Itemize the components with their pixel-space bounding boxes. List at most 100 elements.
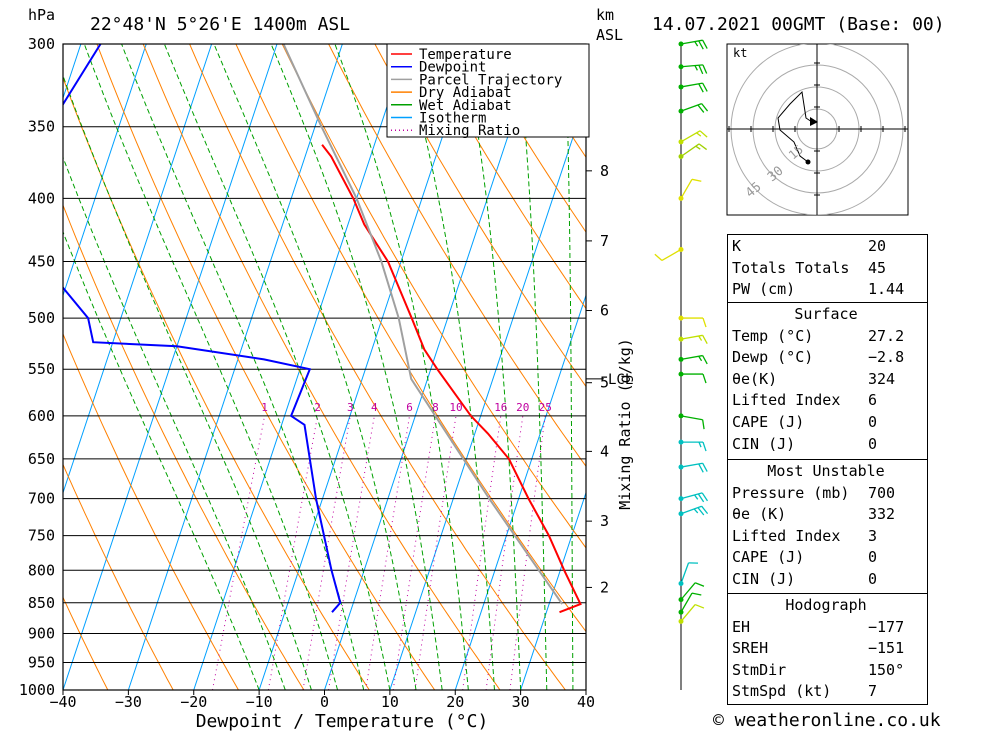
dry-adiabat-line	[374, 44, 586, 388]
legend-label: Parcel Trajectory	[419, 72, 562, 88]
height-tick-label: 6	[600, 302, 609, 320]
wind-barb-dot	[678, 139, 684, 145]
mixing-ratio-line	[302, 415, 351, 690]
mixing-ratio-line	[365, 415, 410, 690]
x-tick-label: 10	[381, 693, 399, 711]
most-unstable-title: Most Unstable	[767, 462, 885, 480]
wind-barb-shaft	[680, 604, 696, 622]
wind-barb-shaft	[680, 178, 693, 199]
wind-barb-flag	[698, 83, 704, 93]
height-tick-label: 8	[600, 162, 609, 180]
pressure-lines	[63, 44, 586, 690]
isotherm-line	[258, 44, 474, 690]
legend-label: Isotherm	[419, 111, 486, 127]
most-unstable-row: CIN (J) 0	[732, 569, 878, 588]
wind-barb-dot	[678, 581, 684, 587]
surface-row: Lifted Index 6	[732, 391, 878, 410]
pressure-tick-label: 1000	[19, 681, 55, 699]
pressure-tick-label: 550	[28, 360, 55, 378]
wind-barb-flag	[701, 505, 709, 515]
dry-adiabat-line	[63, 76, 370, 690]
wind-barb	[678, 413, 705, 430]
wind-barb-flag	[698, 463, 704, 473]
hodograph-unit: kt	[733, 46, 747, 60]
hodograph-stats-row: StmDir 150°	[732, 660, 905, 679]
wind-barb-shaft	[661, 248, 682, 262]
wind-barb	[678, 130, 708, 145]
height-tick-label: 7	[600, 232, 609, 250]
surface-row: CAPE (J) 0	[732, 412, 878, 431]
height-tick-label: 4	[600, 442, 609, 460]
wind-barb-flag	[697, 493, 705, 503]
index-row-totals: Totals Totals 45	[732, 258, 887, 277]
pressure-tick-label: 950	[28, 653, 55, 671]
x-tick-label: −30	[115, 693, 142, 711]
wind-barb-flag	[691, 178, 702, 182]
pressure-tick-label: 750	[28, 527, 55, 545]
height-tick-label: 2	[600, 578, 609, 596]
hodograph-stats-row: StmSpd (kt) 7	[732, 682, 878, 701]
wind-barb-flag	[694, 582, 705, 587]
wind-barb-flag	[702, 82, 708, 92]
wet-adiabat-line	[163, 44, 391, 690]
wind-barb-flag	[697, 104, 705, 113]
wind-barb-shaft	[680, 415, 703, 421]
wind-barbs	[654, 39, 709, 624]
wind-barb-flag	[702, 462, 708, 472]
legend-label: Wet Adiabat	[419, 98, 512, 114]
plot-frame	[62, 43, 587, 691]
wind-barb	[678, 82, 708, 93]
wind-barb	[678, 492, 709, 503]
mixing-ratio-label: 2	[314, 401, 321, 414]
wind-barb	[678, 582, 705, 603]
wind-barb	[678, 315, 707, 328]
height-tick-label: 5	[600, 374, 609, 392]
mixing-ratio-label: 1	[261, 401, 268, 414]
dry-adiabat-line	[978, 44, 1000, 690]
wind-barb-shaft	[680, 582, 696, 601]
hodograph-stats-box: Hodograph EH −177 SREH −151 StmDir 150° Stm…	[727, 593, 928, 705]
wind-barb-flag	[702, 419, 705, 430]
temperature-axis-labels: −40 −30 −20 −10 0 10 20 30 40	[49, 690, 595, 711]
wind-barb	[678, 39, 708, 50]
wet-adiabat-line	[400, 44, 495, 690]
wind-barb-flag	[702, 64, 708, 74]
wind-barb-flag	[702, 441, 707, 452]
dry-adiabat-line	[142, 44, 501, 690]
pressure-unit-label: hPa	[28, 6, 55, 24]
index-row-k: K 20	[732, 237, 887, 255]
pressure-tick-label: 500	[28, 309, 55, 327]
hodograph-trace	[777, 90, 813, 163]
wind-barb-dot	[678, 356, 684, 362]
wind-barb-flag	[697, 507, 705, 516]
dry-adiabat-line	[63, 596, 109, 690]
height-unit-km: km	[596, 6, 614, 24]
skewt-plot-area	[63, 44, 1000, 690]
dry-adiabat-line	[328, 44, 586, 468]
pressure-tick-label: 300	[28, 35, 55, 53]
wind-barb	[678, 143, 708, 160]
legend-label: Dry Adiabat	[419, 85, 512, 101]
wind-barb-dot	[678, 315, 684, 321]
most-unstable-row: CAPE (J) 0	[732, 548, 878, 567]
wind-barb	[678, 103, 709, 114]
dry-adiabat-line	[63, 463, 174, 690]
pressure-tick-label: 650	[28, 450, 55, 468]
profile-series	[63, 44, 582, 614]
wind-barb-dot	[678, 246, 684, 252]
wind-barb-dot	[678, 496, 684, 502]
pressure-tick-label: 450	[28, 253, 55, 271]
isotherm-lines	[63, 44, 586, 690]
x-tick-label: −40	[49, 693, 76, 711]
wind-barb-flag	[701, 103, 709, 112]
isotherm-line	[520, 491, 586, 690]
hodograph-stats-row: SREH −151	[732, 639, 905, 658]
wet-adiabat-line	[63, 156, 286, 690]
wind-barb-half-flag	[696, 132, 702, 137]
wind-barb-flag	[702, 335, 708, 344]
mixing-ratio-label: 25	[539, 401, 552, 414]
wind-barb-half-flag	[698, 355, 703, 362]
height-unit-asl: ASL	[596, 26, 623, 44]
dewpoint-line	[63, 44, 342, 613]
